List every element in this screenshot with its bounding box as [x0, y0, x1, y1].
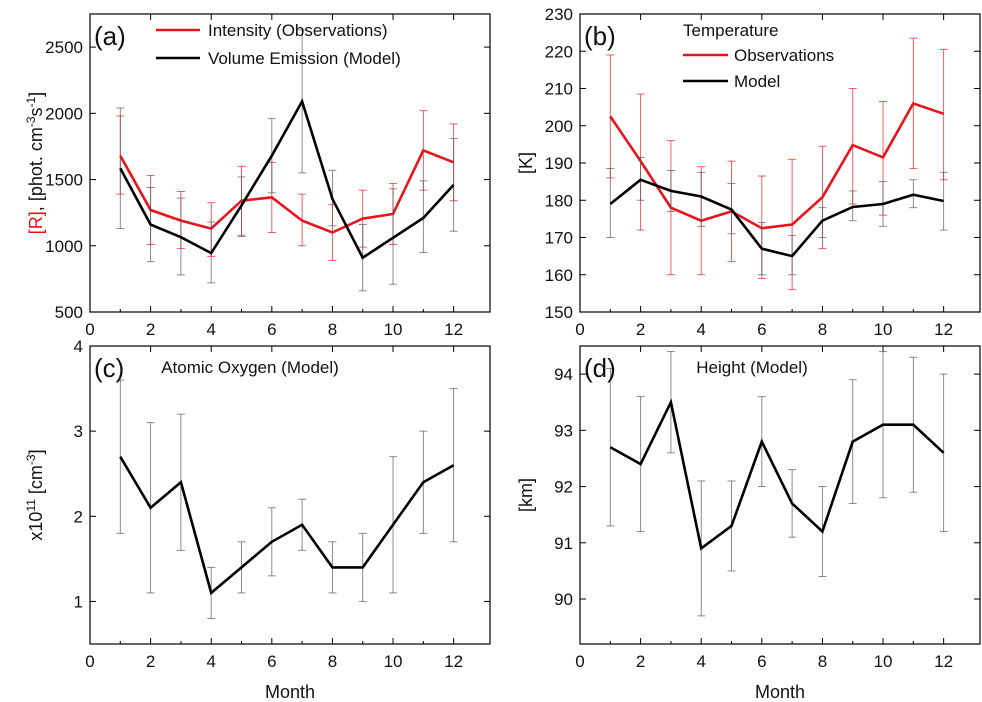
y-tick-label: 160	[545, 266, 573, 285]
panel-label: (a)	[94, 21, 126, 51]
legend-title: Temperature	[683, 21, 778, 40]
legend-label: Observations	[734, 46, 834, 65]
y-axis-title-a: [R], [phot. cm-3s-1]	[24, 92, 46, 234]
x-tick-label: 0	[575, 320, 584, 339]
x-tick-label: 10	[384, 320, 403, 339]
y-tick-label: 150	[545, 303, 573, 322]
legend-b: Temperature Observations Model	[683, 21, 834, 91]
y-tick-label: 170	[545, 229, 573, 248]
x-axis-title: Month	[755, 682, 805, 702]
panel-a: 0 2 4 6 8 10 12 500 1000 1500 2000 2500 (a)	[45, 13, 491, 339]
y-axis-title-b: [K]	[516, 152, 536, 174]
y-tick-label: 4	[74, 337, 83, 356]
y-tick-label: 2	[74, 507, 83, 526]
x-tick-label: 4	[696, 320, 705, 339]
y-tick-label: 180	[545, 191, 573, 210]
x-tick-label: 12	[444, 320, 463, 339]
series-0	[606, 351, 948, 617]
y-tick-label: 200	[545, 117, 573, 136]
x-tick-label: 6	[267, 652, 276, 671]
x-tick-label: 2	[636, 652, 645, 671]
y-tick-label: 220	[545, 42, 573, 61]
x-tick-label: 8	[818, 320, 827, 339]
x-tick-label: 2	[146, 652, 155, 671]
y-tick-label: 1000	[45, 237, 83, 256]
x-tick-label: 10	[874, 652, 893, 671]
x-tick-label: 10	[874, 320, 893, 339]
plot-frame	[579, 345, 981, 645]
series-1	[606, 156, 948, 276]
legend-label: Volume Emission (Model)	[208, 49, 401, 68]
y-tick-label: 93	[554, 421, 573, 440]
y-tick-label: 91	[554, 534, 573, 553]
legend-a: Intensity (Observations) Volume Emission …	[156, 21, 401, 68]
legend-label: Intensity (Observations)	[208, 21, 388, 40]
series-1	[116, 29, 458, 292]
panel-title: Atomic Oxygen (Model)	[161, 358, 339, 377]
y-axis-title-c: x1011 [cm-3]	[24, 449, 46, 540]
x-tick-label: 0	[85, 652, 94, 671]
panel-b: 0 2 4 6 8 10 12 150 160 170 180 190 200 210 220 230 (b)	[545, 5, 981, 339]
y-tick-label: 1500	[45, 171, 83, 190]
y-tick-label: 230	[545, 5, 573, 24]
x-tick-label: 4	[696, 652, 705, 671]
legend-label: Model	[734, 72, 780, 91]
series-line	[609, 101, 945, 230]
y-tick-label: 190	[545, 154, 573, 173]
x-tick-label: 4	[206, 652, 215, 671]
panel-d: 0 2 4 6 8 10 12 90 91 92 93 94 (d) Height (Model) Mont…	[554, 345, 981, 702]
series-line	[609, 178, 944, 258]
y-tick-label: 3	[74, 422, 83, 441]
y-tick-label: 92	[554, 478, 573, 497]
x-tick-label: 6	[757, 320, 766, 339]
panel-label: (c)	[94, 353, 124, 383]
x-tick-label: 0	[85, 320, 94, 339]
y-tick-label: 2000	[45, 104, 83, 123]
x-tick-label: 12	[934, 320, 953, 339]
series-0	[116, 110, 458, 261]
series-0	[116, 379, 458, 619]
series-line	[119, 148, 455, 234]
y-tick-label: 2500	[45, 38, 83, 57]
panel-label: (b)	[584, 21, 616, 51]
series-line	[119, 98, 455, 260]
plot-frame	[89, 13, 491, 313]
x-tick-label: 6	[757, 652, 766, 671]
y-axis-title-d: [km]	[516, 478, 536, 512]
x-tick-label: 8	[818, 652, 827, 671]
x-tick-label: 8	[328, 652, 337, 671]
panel-label: (d)	[584, 353, 616, 383]
y-tick-label: 94	[554, 365, 573, 384]
x-tick-label: 8	[328, 320, 337, 339]
y-tick-label: 500	[55, 303, 83, 322]
x-tick-label: 0	[575, 652, 584, 671]
x-tick-label: 12	[934, 652, 953, 671]
x-tick-label: 4	[206, 320, 215, 339]
y-tick-label: 90	[554, 590, 573, 609]
y-tick-label: 1	[74, 592, 83, 611]
plot-frame	[89, 345, 491, 645]
panel-title: Height (Model)	[696, 358, 808, 377]
x-tick-label: 2	[146, 320, 155, 339]
series-line	[609, 398, 945, 551]
x-axis-title: Month	[265, 682, 315, 702]
series-line	[119, 456, 455, 596]
x-tick-label: 10	[384, 652, 403, 671]
y-tick-label: 210	[545, 80, 573, 99]
x-tick-label: 2	[636, 320, 645, 339]
x-tick-label: 12	[444, 652, 463, 671]
x-tick-label: 6	[267, 320, 276, 339]
